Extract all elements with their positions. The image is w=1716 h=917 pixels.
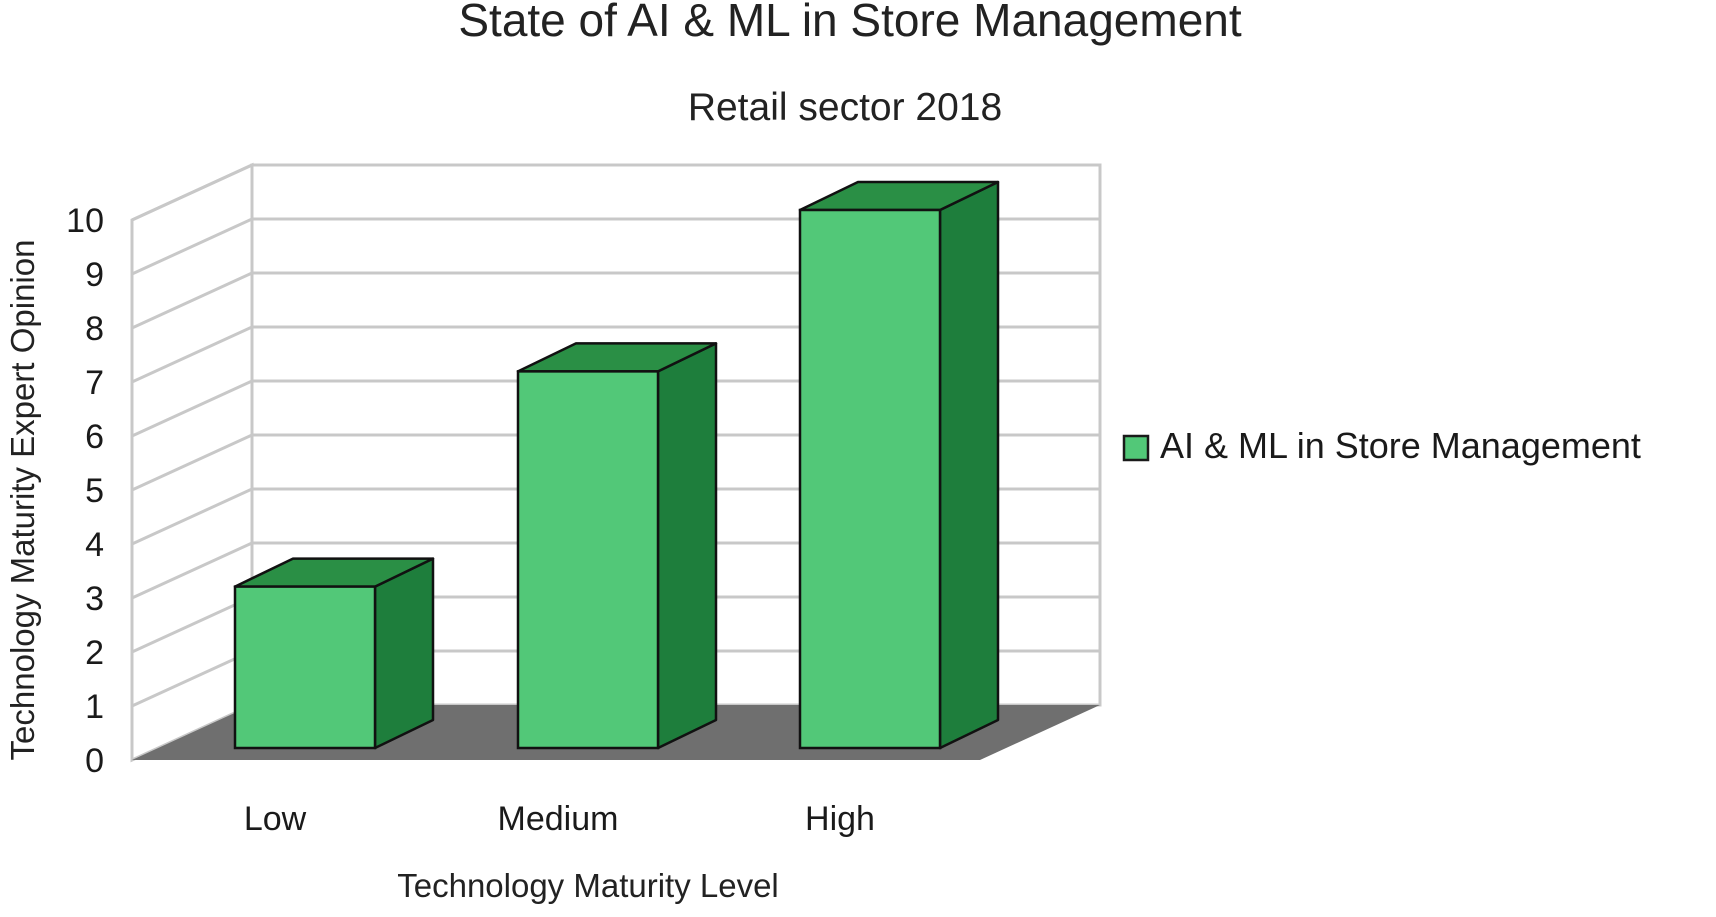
legend-swatch	[1122, 434, 1150, 462]
x-tick-label: High	[805, 800, 875, 838]
bar-low	[233, 557, 435, 750]
y-tick-label: 6	[85, 418, 104, 456]
bars	[233, 180, 1000, 750]
y-tick-label: 9	[85, 256, 104, 294]
y-tick-label: 7	[85, 364, 104, 402]
x-tick-label: Medium	[498, 800, 619, 838]
x-axis-ticks: Low Medium High	[244, 800, 875, 838]
y-axis-label: Technology Maturity Expert Opinion	[4, 240, 41, 761]
chart-subtitle: Retail sector 2018	[688, 86, 1002, 129]
gridline	[131, 163, 1100, 222]
bar-front	[233, 585, 377, 750]
y-tick-label: 1	[85, 688, 104, 726]
y-tick-label: 4	[85, 526, 104, 564]
chart-title: State of AI & ML in Store Management	[458, 0, 1242, 46]
legend: AI & ML in Store Management	[1122, 425, 1641, 466]
bar-medium	[516, 342, 718, 750]
x-axis-label: Technology Maturity Level	[397, 867, 779, 904]
bar-front	[798, 208, 942, 750]
bar-side	[373, 557, 435, 750]
y-tick-label: 0	[85, 742, 104, 780]
y-tick-label: 5	[85, 472, 104, 510]
y-tick-label: 8	[85, 310, 104, 348]
bar-high	[798, 180, 1000, 750]
x-tick-label: Low	[244, 800, 307, 838]
y-tick-label: 3	[85, 580, 104, 618]
y-axis-ticks: 0 1 2 3 4 5 6 7 8 9 10	[66, 202, 104, 780]
y-tick-label: 10	[66, 202, 104, 240]
bar-front	[516, 370, 660, 750]
legend-label: AI & ML in Store Management	[1160, 425, 1641, 466]
bar-side	[656, 342, 718, 750]
bar-side	[938, 180, 1000, 750]
y-tick-label: 2	[85, 634, 104, 672]
